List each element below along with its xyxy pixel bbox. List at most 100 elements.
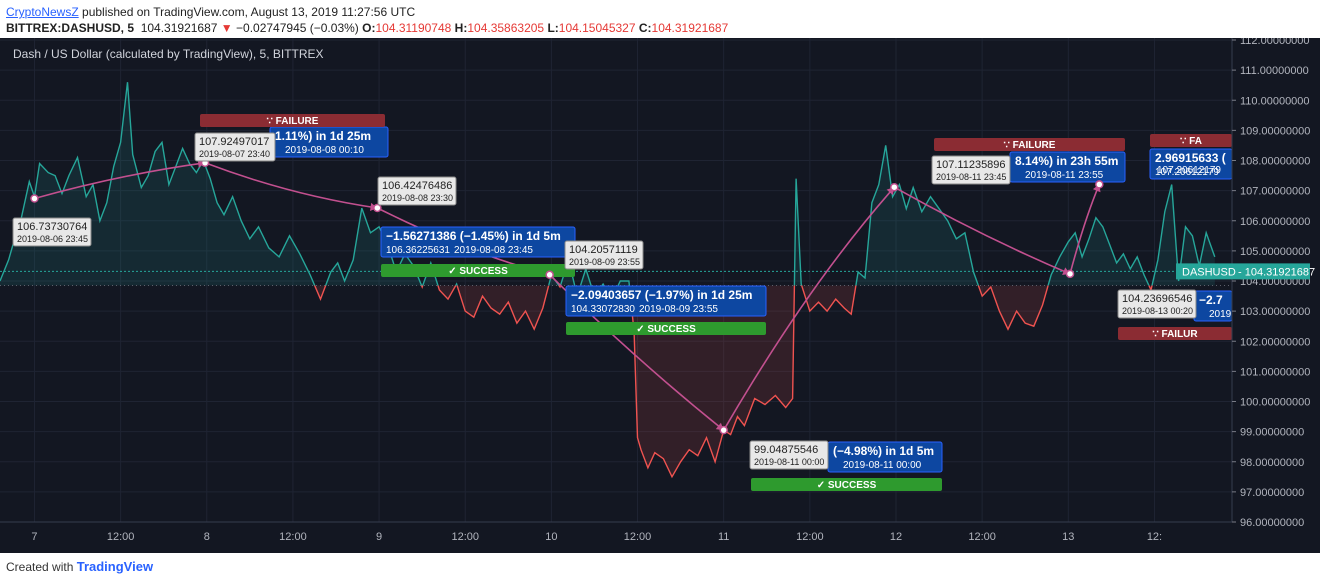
- x-tick-label: 12:00: [279, 531, 307, 543]
- y-tick-label: 98.00000000: [1240, 457, 1304, 469]
- move-7-sub-date: 2019-0: [1209, 309, 1241, 320]
- x-tick-label: 12: [890, 531, 902, 543]
- x-axis: 7 12:00 8 12:00 9 12:00 10 12:00 11 12:00 12 12:00 1…: [31, 531, 1162, 543]
- projection-path-5: [723, 186, 895, 431]
- y-tick-label: 97.00000000: [1240, 487, 1304, 499]
- point-7-price: 104.23696546: [1122, 293, 1192, 305]
- svg-text:∵ FAILUR: ∵ FAILUR: [1152, 329, 1198, 340]
- point-3-marker: [373, 203, 382, 213]
- last-price-tag-value: - 104.31921687: [1238, 266, 1315, 278]
- move-2-text: −1.56271386 (−1.45%) in 1d 5m: [386, 229, 561, 243]
- x-tick-label: 11: [718, 531, 729, 543]
- move-3-box[interactable]: −2.09403657 (−1.97%) in 1d 25m 104.330728…: [565, 285, 767, 317]
- move-2-box[interactable]: −1.56271386 (−1.45%) in 1d 5m 106.3622563…: [380, 226, 576, 258]
- x-tick-label: 9: [376, 531, 382, 543]
- move-5-status-failure: ∵ FAILURE: [934, 138, 1125, 151]
- ohlc-close-value: 104.31921687: [651, 21, 729, 35]
- move-2-sub-date: 2019-08-08 23:45: [454, 245, 533, 256]
- y-axis: 96.00000000 97.00000000 98.00000000 99.0000…: [1232, 35, 1310, 529]
- point-2-date: 2019-08-07 23:40: [199, 149, 270, 159]
- svg-text:✓ SUCCESS: ✓ SUCCESS: [448, 266, 508, 277]
- tradingview-logo[interactable]: TradingView: [76, 559, 154, 574]
- point-7-marker: [1065, 269, 1075, 279]
- symbol-line: BITTREX:DASHUSD, 5 104.31921687 ▼ −0.027…: [6, 21, 728, 35]
- move-7-box[interactable]: −2.7 2019-0: [1193, 290, 1241, 322]
- ohlc-open-label: O:: [362, 21, 376, 35]
- svg-text:✓ SUCCESS: ✓ SUCCESS: [636, 324, 696, 335]
- ohlc-high-label: H:: [454, 21, 468, 35]
- x-tick-label: 12:00: [968, 531, 996, 543]
- area-below-baseline: [314, 285, 1153, 477]
- down-arrow-icon: ▼: [220, 21, 233, 35]
- point-6-marker: [890, 182, 899, 192]
- point-1-marker: [30, 194, 39, 203]
- move-1-sub-date: 2019-08-08 00:10: [285, 145, 364, 156]
- move-6-status-failure: ∵ FA: [1150, 134, 1232, 147]
- projection-labels: 1.11%) in 1d 25m 2019-08-08 00:10 −1.56271…: [12, 114, 1241, 491]
- x-tick-label: 12:00: [796, 531, 824, 543]
- x-tick-label: 8: [204, 531, 210, 543]
- ohlc-low-label: L:: [547, 21, 559, 35]
- price-chart[interactable]: 1.11%) in 1d 25m 2019-08-08 00:10 −1.56271…: [0, 35, 1320, 553]
- y-tick-label: 110.00000000: [1240, 95, 1310, 107]
- move-3-sub-date: 2019-08-09 23:55: [639, 304, 718, 315]
- area-above-baseline: [0, 82, 1215, 286]
- publish-line: CryptoNewsZ published on TradingView.com…: [6, 5, 415, 19]
- move-2-status-success: ✓ SUCCESS: [381, 264, 575, 277]
- projection-path-7: [1069, 184, 1101, 275]
- x-tick-label: 13: [1062, 531, 1074, 543]
- projection-path-6: [893, 186, 1071, 275]
- point-8[interactable]: 107.20612179: [1095, 165, 1222, 189]
- point-5-date: 2019-08-11 00:00: [754, 457, 824, 467]
- point-3-price: 106.42476486: [382, 180, 452, 192]
- y-tick-label: 99.00000000: [1240, 427, 1304, 439]
- point-1-date: 2019-08-06 23:45: [17, 234, 88, 244]
- created-with-text: Created with: [6, 560, 74, 574]
- svg-text:∵ FAILURE: ∵ FAILURE: [267, 116, 319, 127]
- move-6-sub-price: 107.20612179: [1155, 167, 1219, 178]
- grid-lines: [0, 38, 1232, 523]
- move-6-box[interactable]: 2.96915633 (107.20612179: [1149, 148, 1232, 180]
- y-tick-label: 102.00000000: [1240, 336, 1310, 348]
- move-2-sub-price: 106.36225631: [386, 245, 450, 256]
- y-tick-label: 111.00000000: [1240, 65, 1309, 77]
- projection-path-1: [34, 162, 206, 200]
- y-tick-label: 105.00000000: [1240, 246, 1310, 258]
- point-8-price: 107.20612179: [1157, 165, 1221, 176]
- y-tick-label: 96.00000000: [1240, 517, 1304, 529]
- move-4-status-success: ✓ SUCCESS: [751, 478, 942, 491]
- y-tick-label: 106.00000000: [1240, 216, 1310, 228]
- y-tick-label: 107.00000000: [1240, 186, 1310, 198]
- move-3-status-success: ✓ SUCCESS: [566, 322, 766, 335]
- y-tick-label: 108.00000000: [1240, 156, 1310, 168]
- line-below-baseline: [313, 285, 1153, 479]
- move-4-text: (−4.98%) in 1d 5m: [833, 444, 934, 458]
- move-5-box[interactable]: 8.14%) in 23h 55m 2019-08-11 23:55: [1009, 151, 1126, 183]
- move-1-box[interactable]: 1.11%) in 1d 25m 2019-08-08 00:10: [269, 126, 389, 158]
- point-4-price: 104.20571119: [569, 244, 638, 256]
- move-1-status-failure: ∵ FAILURE: [200, 114, 385, 127]
- line-above-baseline: [0, 82, 1216, 286]
- point-2-price: 107.92497017: [199, 136, 269, 148]
- point-4-date: 2019-08-09 23:55: [569, 257, 640, 267]
- svg-text:∵ FAILURE: ∵ FAILURE: [1004, 140, 1056, 151]
- x-tick-label: 10: [545, 531, 557, 543]
- last-price-tag-symbol: DASHUSD: [1182, 266, 1236, 278]
- move-1-text: 1.11%) in 1d 25m: [275, 129, 371, 143]
- move-3-sub-price: 104.33072830: [571, 304, 635, 315]
- author-link[interactable]: CryptoNewsZ: [6, 5, 79, 19]
- published-text: published on TradingView.com, August 13,…: [82, 5, 416, 19]
- last-price: 104.31921687: [140, 21, 218, 35]
- move-4-box[interactable]: (−4.98%) in 1d 5m 2019-08-11 00:00: [827, 441, 943, 473]
- move-7-text: −2.7: [1199, 293, 1223, 307]
- move-3-text: −2.09403657 (−1.97%) in 1d 25m: [571, 288, 752, 302]
- move-5-text: 8.14%) in 23h 55m: [1015, 154, 1118, 168]
- chart-header: CryptoNewsZ published on TradingView.com…: [0, 0, 1320, 38]
